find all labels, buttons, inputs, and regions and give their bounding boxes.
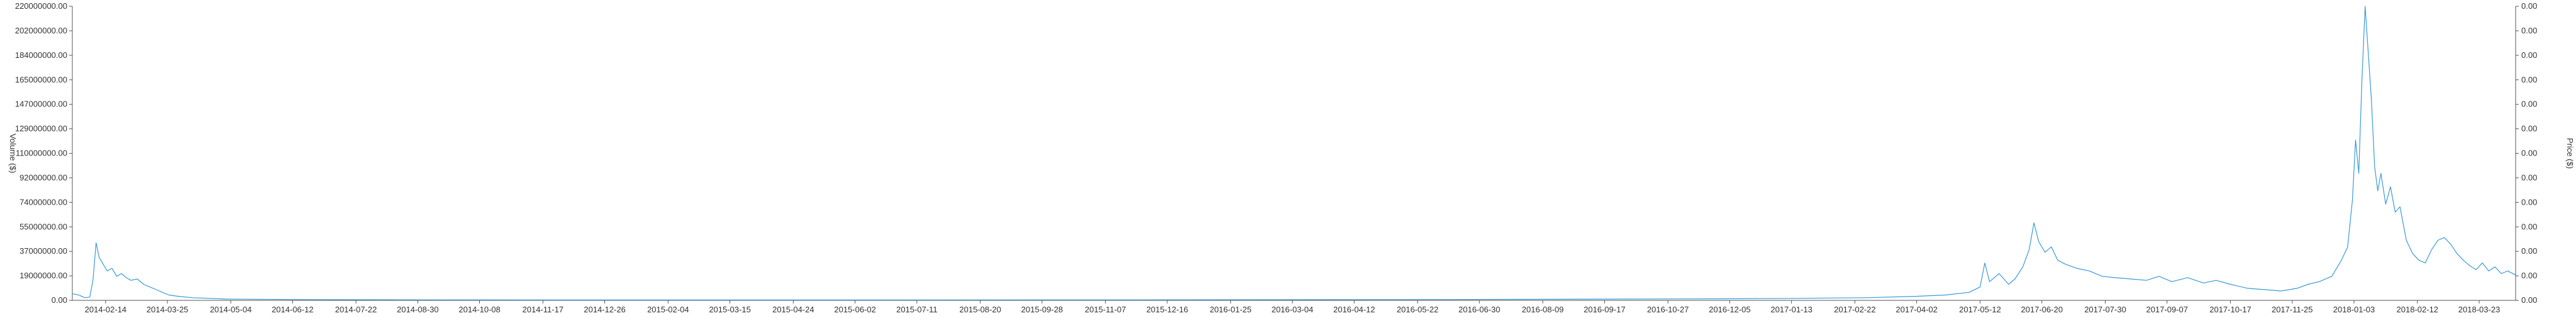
y-right-tick-label: 0.00 xyxy=(2521,222,2537,231)
x-tick-label: 2017-10-17 xyxy=(2209,305,2251,314)
x-tick-label: 2016-12-05 xyxy=(1709,305,1751,314)
y-right-tick-label: 0.00 xyxy=(2521,26,2537,35)
x-tick-label: 2014-07-22 xyxy=(335,305,377,314)
x-tick-label: 2014-05-04 xyxy=(210,305,252,314)
x-tick-label: 2015-03-15 xyxy=(709,305,751,314)
y-left-tick-label: 147000000.00 xyxy=(15,99,67,109)
y-left-tick-label: 129000000.00 xyxy=(15,124,67,133)
x-tick-label: 2018-03-23 xyxy=(2458,305,2501,314)
y-right-tick-label: 0.00 xyxy=(2521,75,2537,84)
x-tick-label: 2018-02-12 xyxy=(2397,305,2439,314)
y-left-tick-label: 220000000.00 xyxy=(15,1,67,11)
x-tick-label: 2016-09-17 xyxy=(1584,305,1626,314)
x-tick-label: 2015-04-24 xyxy=(772,305,814,314)
x-tick-label: 2017-11-25 xyxy=(2272,305,2313,314)
y-right-tick-label: 0.00 xyxy=(2521,246,2537,256)
x-tick-label: 2016-03-04 xyxy=(1272,305,1314,314)
y-right-tick-label: 0.00 xyxy=(2521,50,2537,60)
y-axis-left-label: Volume ($) xyxy=(8,133,18,173)
x-tick-label: 2016-04-12 xyxy=(1333,305,1375,314)
x-tick-label: 2018-01-03 xyxy=(2333,305,2375,314)
x-tick-label: 2016-06-30 xyxy=(1458,305,1501,314)
x-tick-label: 2015-08-20 xyxy=(959,305,1001,314)
y-right-tick-label: 0.00 xyxy=(2521,99,2537,109)
x-tick-label: 2015-12-16 xyxy=(1146,305,1189,314)
x-tick-label: 2014-08-30 xyxy=(397,305,439,314)
x-tick-label: 2015-06-02 xyxy=(834,305,876,314)
y-right-tick-label: 0.00 xyxy=(2521,149,2537,158)
y-left-tick-label: 202000000.00 xyxy=(15,26,67,35)
y-left-tick-label: 37000000.00 xyxy=(19,246,67,256)
y-left-tick-label: 55000000.00 xyxy=(19,222,67,231)
y-right-tick-label: 0.00 xyxy=(2521,124,2537,133)
y-left-tick-label: 0.00 xyxy=(52,295,67,305)
x-tick-label: 2017-05-12 xyxy=(1959,305,2001,314)
x-tick-label: 2016-10-27 xyxy=(1647,305,1689,314)
y-left-tick-label: 165000000.00 xyxy=(15,75,67,84)
x-tick-label: 2014-12-26 xyxy=(584,305,626,314)
y-right-tick-label: 0.00 xyxy=(2521,173,2537,182)
y-right-tick-label: 0.00 xyxy=(2521,197,2537,207)
x-tick-label: 2014-06-12 xyxy=(272,305,314,314)
x-tick-label: 2015-02-04 xyxy=(647,305,689,314)
x-tick-label: 2014-02-14 xyxy=(85,305,127,314)
y-right-tick-label: 0.00 xyxy=(2521,295,2537,305)
x-tick-label: 2017-07-30 xyxy=(2084,305,2126,314)
x-tick-label: 2016-01-25 xyxy=(1209,305,1252,314)
y-left-tick-label: 92000000.00 xyxy=(19,173,67,182)
y-axis-right-label: Price ($) xyxy=(2565,138,2575,169)
x-tick-label: 2014-03-25 xyxy=(147,305,189,314)
x-tick-label: 2014-10-08 xyxy=(458,305,501,314)
y-left-tick-label: 74000000.00 xyxy=(19,197,67,207)
y-right-tick-label: 0.00 xyxy=(2521,1,2537,11)
y-left-tick-label: 19000000.00 xyxy=(19,271,67,280)
axes: 0.00 19000000.00 37000000.00 55000000.00 740… xyxy=(15,1,2537,314)
y-right-tick-label: 0.00 xyxy=(2521,271,2537,280)
series-line xyxy=(72,6,2516,300)
y-left-tick-label: 110000000.00 xyxy=(16,149,67,158)
x-tick-label: 2017-04-02 xyxy=(1896,305,1938,314)
x-tick-label: 2016-05-22 xyxy=(1397,305,1439,314)
plot-area xyxy=(72,6,2516,300)
y-left-tick-label: 184000000.00 xyxy=(15,50,67,60)
x-tick-label: 2014-11-17 xyxy=(523,305,564,314)
x-tick-label: 2016-08-09 xyxy=(1522,305,1564,314)
x-tick-label: 2015-09-28 xyxy=(1021,305,1063,314)
x-tick-label: 2015-07-11 xyxy=(896,305,938,314)
x-tick-label: 2017-02-22 xyxy=(1834,305,1876,314)
x-tick-label: 2017-09-07 xyxy=(2146,305,2188,314)
x-tick-label: 2017-01-13 xyxy=(1770,305,1813,314)
x-tick-label: 2017-06-20 xyxy=(2021,305,2063,314)
x-tick-label: 2015-11-07 xyxy=(1085,305,1126,314)
